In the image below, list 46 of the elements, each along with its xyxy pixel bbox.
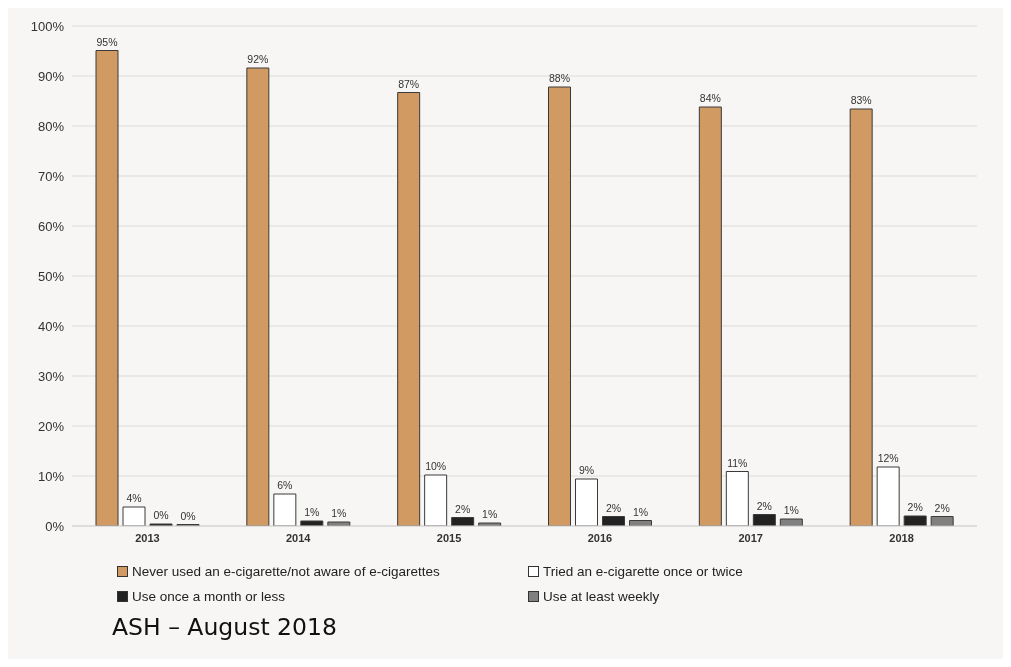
data-label: 1% (331, 507, 347, 519)
data-label: 84% (699, 92, 721, 104)
data-label: 1% (783, 504, 799, 516)
data-label: 95% (96, 35, 118, 48)
data-label: 2% (934, 501, 950, 514)
x-tick-label: 2014 (286, 531, 312, 544)
x-tick-label: 2015 (436, 531, 462, 544)
x-tick-label: 2018 (889, 531, 914, 544)
data-label: 88% (548, 72, 571, 84)
x-tick-label: 2016 (587, 531, 613, 544)
data-label: 83% (850, 94, 872, 106)
legend-label: Never used an e-cigarette/not aware of e-cigarettes (132, 564, 440, 579)
y-tick-label: 50% (37, 268, 65, 284)
y-tick-label: 100% (30, 18, 65, 34)
data-label: 1% (632, 505, 649, 518)
data-label: 2% (455, 502, 471, 515)
data-label: 1% (482, 508, 498, 520)
data-label: 2% (756, 499, 772, 512)
data-label: 87% (398, 77, 420, 90)
legend-label: Use at least weekly (543, 589, 660, 604)
data-label: 11% (727, 456, 748, 469)
y-tick-label: 40% (37, 318, 65, 334)
y-tick-label: 10% (37, 468, 65, 484)
x-tick-label: 2013 (135, 531, 160, 544)
x-tick-label: 2017 (738, 531, 763, 544)
data-label: 1% (304, 506, 320, 518)
data-label: 0% (180, 509, 196, 522)
data-label: 9% (578, 464, 595, 476)
y-tick-label: 30% (37, 368, 65, 384)
legend-label: Use once a month or less (132, 589, 286, 604)
y-tick-label: 70% (37, 168, 65, 184)
y-tick-label: 60% (37, 218, 65, 234)
y-tick-label: 0% (45, 518, 65, 534)
data-label: 12% (877, 452, 899, 464)
y-tick-label: 90% (37, 68, 65, 84)
data-label: 4% (126, 492, 142, 504)
data-label: 2% (605, 501, 622, 514)
data-label: 10% (425, 460, 447, 472)
data-label: 92% (247, 53, 269, 65)
data-label: 2% (907, 501, 923, 513)
y-tick-label: 80% (37, 118, 65, 134)
data-label: 6% (277, 479, 293, 491)
y-tick-label: 20% (37, 418, 65, 434)
legend-label: Tried an e-cigarette once or twice (543, 564, 743, 579)
data-label: 0% (153, 509, 169, 521)
text: ASH – August 2018 (112, 612, 337, 642)
